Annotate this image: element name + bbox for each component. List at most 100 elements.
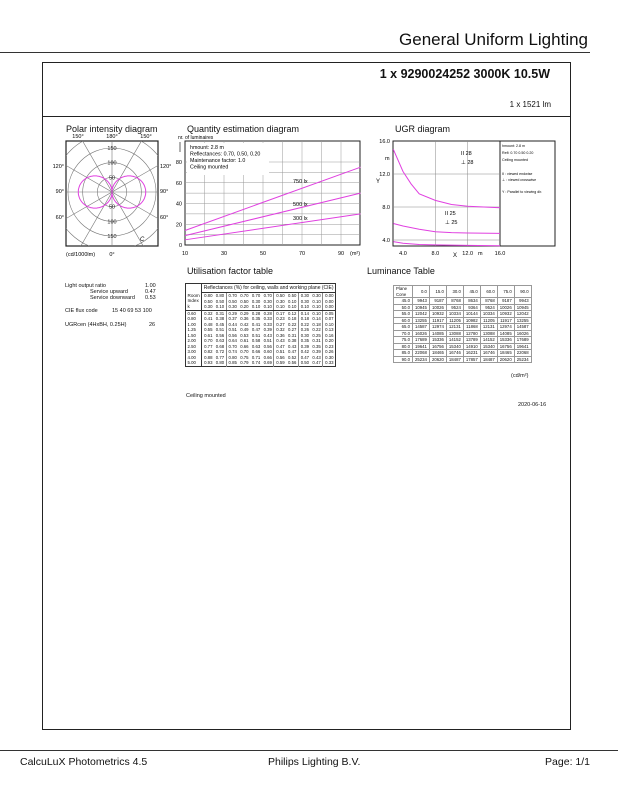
luminance-col-header: 60.0: [479, 285, 498, 298]
uf-cell: 0.70: [204, 338, 213, 343]
uf-cell: 0.39: [297, 343, 311, 349]
luminance-cell: 16231: [462, 349, 481, 357]
uf-cell: 0.51: [263, 338, 272, 343]
luminance-cell: 25234: [513, 355, 532, 363]
uf-reflectance-row: Room Index k 0.80 0.80 0.70 0.70 0.70 0.70 0.50…: [185, 292, 336, 311]
uf-cell: 0.18: [312, 321, 321, 327]
uf-row: 1.25 0.55 0.51 0.51 0.49 0.47 0.39 0.32 0.27 0.26…: [185, 327, 336, 333]
uf-cell: 0.79: [240, 360, 249, 365]
x-tick-label: 10: [182, 251, 188, 257]
luminance-col-header: 75.0: [496, 285, 515, 298]
info-panel: [187, 143, 269, 175]
uf-cell: 0.43: [312, 354, 321, 360]
luminance-row: 50.0 10945 10026 9524 9364 9524 10026 10945: [393, 303, 532, 311]
uf-reflectance-cell: 0.10: [273, 304, 287, 311]
uf-cell: 0.13: [322, 327, 336, 333]
footer-company: Philips Lighting B.V.: [268, 756, 361, 768]
info-label: UGRcen (4HxBH, 0.25H): [65, 322, 127, 328]
uf-reflectance-cell: 0.50: [204, 298, 213, 304]
x-tick-label: 8.0: [432, 251, 440, 257]
uf-reflectance-cell: 0.10: [250, 304, 262, 311]
uf-cell: 0.14: [297, 310, 311, 316]
plane-label: C: [140, 237, 145, 243]
uf-reflectance-cell: 0.50: [287, 293, 297, 298]
uf-cell: 0.60: [263, 349, 272, 354]
uf-cell: 0.56: [287, 360, 297, 365]
uf-cell: 0.05: [322, 310, 336, 316]
uf-cell: 0.51: [273, 349, 287, 355]
quantity-info-line: Reflectances: 0.70, 0.50, 0.20: [190, 152, 260, 158]
luminous-flux: 1 x 1521 lm: [509, 100, 551, 109]
uf-cell: 0.66: [263, 354, 272, 360]
luminance-cell: 12974: [496, 323, 515, 331]
info-value: 26: [149, 322, 156, 328]
info-label: Service upward: [90, 289, 128, 295]
luminance-cell: 20620: [496, 355, 515, 363]
luminance-cell: 10334: [445, 310, 464, 318]
uf-reflectance-cell: 0.30: [312, 293, 321, 298]
luminance-row: 65.0 14587 12974 12131 11868 12131 12974 14587: [393, 323, 532, 331]
luminance-cell: 15340: [479, 342, 498, 350]
y-tick-label: 4.0: [382, 238, 390, 244]
uf-cell: 0.30: [297, 332, 311, 338]
room-index-cell: 0.80: [185, 316, 203, 322]
uf-cell: 0.31: [312, 338, 321, 343]
uf-cell: 0.88: [204, 354, 213, 360]
x-tick-label: 12.0: [462, 251, 473, 257]
title-rule: [0, 52, 590, 53]
uf-cell: 0.37: [225, 316, 239, 322]
luminance-cell: 12974: [428, 323, 447, 331]
polar-diagram: 50 50 100 100 150 150 150° 180° 150° 120° 120° 90° 9…: [53, 134, 172, 258]
uf-cell: 0.66: [251, 349, 261, 354]
uf-cell: 0.69: [263, 360, 272, 365]
series-label: 750 lx: [293, 179, 308, 185]
x-axis-label: (m²): [350, 251, 360, 257]
uf-cell: 0.48: [204, 321, 213, 327]
ugr-value: II 28: [461, 151, 472, 157]
luminance-cell: 11205: [445, 316, 464, 324]
luminance-cell: 13789: [462, 336, 481, 344]
uf-reflectance-cell: 0.30: [225, 304, 239, 311]
uf-row: 4.00 0.88 0.77 0.80 0.75 0.71 0.66 0.56 0.52 0.47…: [185, 354, 336, 360]
uf-cell: 0.47: [273, 343, 287, 349]
luminance-cell: 13088: [479, 329, 498, 337]
cone-angle-cell: 90.0: [393, 355, 413, 363]
uf-cell: 0.20: [322, 338, 336, 344]
uf-cell: 0.61: [204, 332, 213, 338]
uf-cell: 0.43: [263, 332, 272, 338]
footer-software: CalcuLuX Photometrics 4.5: [20, 756, 148, 768]
luminance-table: Plane Cone 0.0 15.0 30.0 45.0 60.0 75.0 90.0 45.…: [393, 285, 532, 363]
quantity-title: Quantity estimation diagram: [187, 124, 300, 134]
uf-cell: 0.12: [287, 310, 297, 316]
uf-cell: 0.35: [297, 338, 311, 344]
luminance-col-header: 90.0: [513, 285, 532, 298]
uf-reflectance-cell: 0.50: [215, 298, 225, 304]
uf-cell: 0.32: [204, 310, 213, 316]
uf-cell: 0.39: [312, 349, 321, 354]
uf-cell: 0.39: [263, 327, 272, 332]
y-tick-label: 8.0: [382, 205, 390, 211]
luminance-col-header: 0.0: [412, 285, 430, 298]
luminance-cell: 13255: [513, 316, 532, 324]
uf-reflectance-cell: 0.80: [215, 293, 225, 298]
ugr-value: ⊥ 25: [445, 219, 457, 226]
ugr-curve: [393, 241, 501, 247]
uf-cell: 0.18: [297, 316, 311, 322]
uf-cell: 0.82: [204, 349, 213, 354]
uf-cell: 0.30: [322, 354, 336, 360]
ugr-unit: m: [385, 156, 390, 162]
series-label: 500 lx: [293, 202, 308, 208]
uf-row: 1.00 0.48 0.45 0.44 0.42 0.41 0.33 0.27 0.22 0.22…: [185, 321, 336, 327]
uf-reflectance-cell: 0.80: [204, 293, 213, 298]
quantity-info-line: Ceiling mounted: [190, 165, 228, 171]
uf-row: 2.00 0.70 0.63 0.64 0.61 0.58 0.51 0.43 0.38 0.35…: [185, 338, 336, 344]
luminance-cell: 18487: [479, 355, 498, 363]
polar-title: Polar intensity diagram: [66, 124, 158, 134]
ugr-legend-line: hmount: 2.8 m: [502, 144, 525, 148]
luminance-cell: 11917: [496, 316, 515, 324]
polar-ring-label: 50: [109, 175, 115, 181]
ugr-unit: m: [478, 251, 483, 257]
utilisation-factor-table: Reflectances (%) for ceiling, walls and …: [185, 283, 337, 367]
uf-reflectance-cell: 0.00: [322, 292, 336, 299]
room-index-cell: 1.25: [185, 327, 203, 333]
